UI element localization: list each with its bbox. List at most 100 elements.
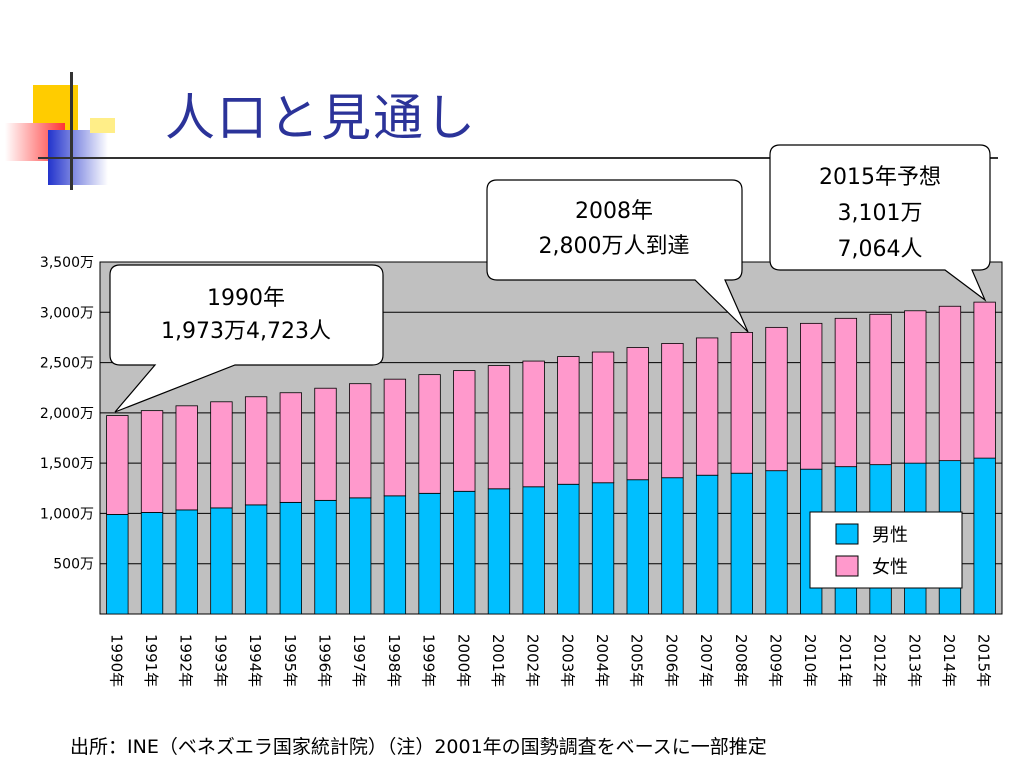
callout-1990-line2: 1,973万4,723人 [161, 319, 331, 344]
bar-male [626, 479, 649, 615]
x-tick-label: 2015年 [975, 634, 993, 687]
y-tick-label: 1,000万 [40, 506, 94, 522]
decorative-yellow-square-small [90, 118, 115, 133]
bar-female [140, 410, 164, 513]
x-tick-label: 2004年 [593, 634, 611, 687]
bar-male [140, 512, 164, 615]
page-title: 人口と見通し [165, 89, 477, 147]
bar-male [453, 490, 476, 615]
bar-male [765, 470, 788, 615]
bar-male [418, 492, 441, 615]
y-tick-label: 500万 [53, 557, 94, 573]
bar-female [973, 301, 996, 459]
callout-2015-line2: 3,101万 [838, 201, 923, 226]
bar-female [453, 370, 476, 492]
bar-male [487, 488, 511, 615]
bar-female [661, 343, 684, 479]
bar-male [695, 474, 719, 615]
x-tick-label: 2007年 [697, 634, 715, 687]
bar-male [383, 495, 407, 615]
bar-female [938, 305, 962, 462]
callout-1990: 1990年 1,973万4,723人 [109, 264, 384, 413]
x-tick-label: 1994年 [246, 634, 264, 687]
y-tick-label: 3,500万 [40, 255, 94, 271]
bar-male [210, 507, 233, 615]
x-tick-label: 2006年 [662, 634, 680, 687]
bar-female [279, 392, 302, 503]
bar-female [210, 401, 233, 509]
legend-label-male: 男性 [872, 525, 908, 546]
bar-female [730, 331, 753, 474]
legend-label-female: 女性 [872, 557, 908, 578]
bar-male [244, 504, 268, 615]
x-tick-label: 2010年 [801, 634, 819, 687]
callout-2008-line2: 2,800万人到達 [539, 234, 690, 259]
callout-2015-line3: 7,064人 [838, 237, 923, 262]
bar-male [661, 477, 684, 615]
bar-female [244, 396, 268, 506]
bar-male [591, 482, 615, 615]
legend-swatch-female [835, 555, 859, 577]
x-tick-label: 2003年 [558, 634, 576, 687]
x-tick-label: 1991年 [142, 634, 160, 687]
decorative-vertical-line [70, 72, 73, 190]
bar-female [834, 317, 858, 468]
y-tick-label: 2,500万 [40, 356, 94, 372]
y-tick-label: 1,500万 [40, 456, 94, 472]
bar-male [557, 483, 580, 615]
bar-female [383, 378, 407, 497]
bar-male [349, 497, 372, 615]
bar-female [904, 310, 927, 464]
bar-female [487, 365, 511, 490]
bar-male [973, 457, 996, 615]
bar-female [349, 383, 372, 499]
callout-2015: 2015年予想 3,101万 7,064人 [769, 144, 991, 302]
x-tick-label: 2014年 [940, 634, 958, 687]
x-tick-label: 2002年 [524, 634, 542, 687]
x-tick-label: 2008年 [732, 634, 750, 687]
bar-female [626, 347, 649, 481]
bar-male [279, 501, 302, 615]
y-tick-label: 3,000万 [40, 305, 94, 321]
bar-female [175, 405, 198, 511]
bar-male [314, 499, 337, 615]
callout-2008: 2008年 2,800万人到達 [486, 179, 749, 333]
bar-female [695, 337, 719, 476]
bar-female [106, 415, 129, 515]
x-tick-label: 2012年 [871, 634, 889, 687]
legend: 男性 女性 [809, 511, 963, 589]
x-tick-label: 1990年 [107, 634, 125, 687]
title-underline [38, 157, 998, 159]
x-tick-label: 1995年 [281, 634, 299, 687]
legend-swatch-male [835, 523, 859, 545]
y-tick-label: 2,000万 [40, 406, 94, 422]
bar-female [869, 313, 892, 466]
bar-female [765, 326, 788, 472]
x-tick-label: 2005年 [628, 634, 646, 687]
bar-female [591, 351, 615, 484]
x-tick-label: 2009年 [767, 634, 785, 687]
bar-male [106, 514, 129, 615]
bar-female [800, 322, 823, 470]
x-tick-label: 2011年 [836, 634, 854, 687]
bar-female [314, 387, 337, 501]
x-tick-label: 1999年 [420, 634, 438, 687]
callout-2015-line1: 2015年予想 [819, 165, 941, 190]
x-tick-label: 1996年 [316, 634, 334, 687]
bar-male [730, 472, 753, 615]
bar-male [175, 509, 198, 615]
callout-1990-line1: 1990年 [207, 286, 285, 311]
x-tick-label: 2013年 [905, 634, 923, 687]
bar-female [522, 360, 545, 488]
x-tick-label: 1992年 [177, 634, 195, 687]
bar-female [418, 374, 441, 494]
x-tick-label: 1997年 [350, 634, 368, 687]
x-tick-label: 2001年 [489, 634, 507, 687]
bar-male [522, 486, 545, 615]
bar-female [557, 356, 580, 485]
x-tick-label: 1998年 [385, 634, 403, 687]
source-footnote: 出所：INE（ベネズエラ国家統計院）（注）2001年の国勢調査をベースに一部推定 [70, 736, 767, 758]
x-tick-label: 2000年 [454, 634, 472, 687]
callout-2008-line1: 2008年 [575, 199, 653, 224]
